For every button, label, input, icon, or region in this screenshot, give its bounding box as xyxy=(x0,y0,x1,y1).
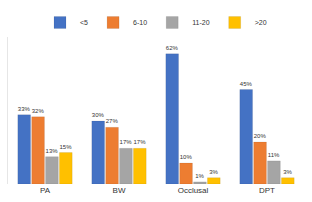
svg-text:17%: 17% xyxy=(120,139,133,145)
svg-text:27%: 27% xyxy=(106,118,119,124)
svg-text:20%: 20% xyxy=(254,133,267,139)
svg-text:15%: 15% xyxy=(59,144,72,150)
svg-text:1%: 1% xyxy=(195,173,204,179)
svg-text:Occlusal: Occlusal xyxy=(178,186,209,195)
svg-text:10%: 10% xyxy=(180,154,193,160)
svg-text:BW: BW xyxy=(113,186,126,195)
svg-text:62%: 62% xyxy=(166,45,179,51)
svg-text:33%: 33% xyxy=(18,106,31,112)
svg-text:6-10: 6-10 xyxy=(133,19,147,26)
svg-text:11%: 11% xyxy=(268,152,280,158)
svg-text:13%: 13% xyxy=(46,148,59,154)
svg-text:3%: 3% xyxy=(283,169,292,175)
svg-text:>20: >20 xyxy=(255,19,267,26)
svg-text:DPT: DPT xyxy=(259,186,275,195)
svg-text:11-20: 11-20 xyxy=(192,19,209,26)
svg-text:45%: 45% xyxy=(240,81,253,87)
svg-text:3%: 3% xyxy=(209,169,218,175)
svg-text:30%: 30% xyxy=(92,112,105,118)
svg-text:PA: PA xyxy=(40,186,51,195)
svg-text:32%: 32% xyxy=(32,108,45,114)
svg-text:<5: <5 xyxy=(80,19,88,26)
svg-text:17%: 17% xyxy=(133,139,146,145)
